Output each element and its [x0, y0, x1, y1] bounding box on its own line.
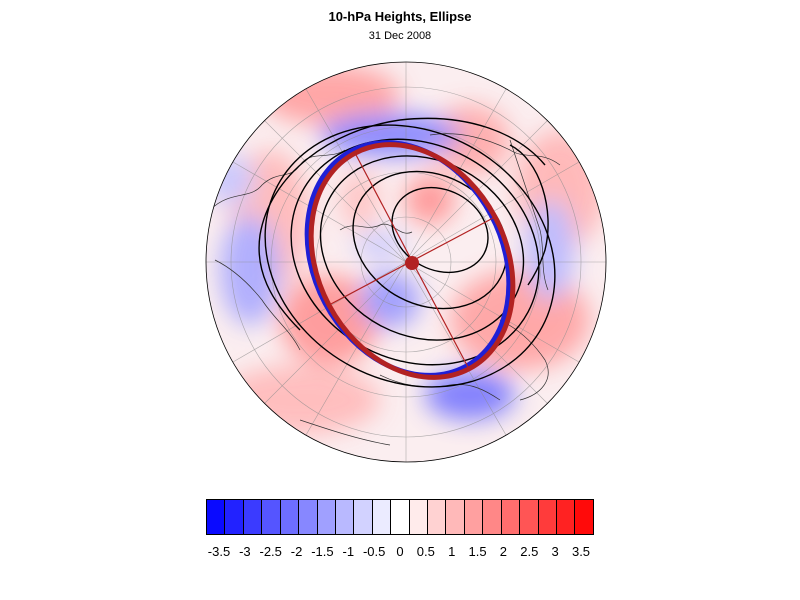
- colorbar-swatch: [538, 500, 558, 534]
- colorbar-swatch: [446, 500, 465, 534]
- colorbar-tick-label: 3: [551, 544, 559, 559]
- colorbar-swatch: [299, 500, 318, 534]
- colorbar-swatch: [409, 500, 429, 534]
- globe-outline: [205, 61, 607, 463]
- colorbar-swatch: [501, 500, 521, 534]
- colorbar-swatch: [483, 500, 502, 534]
- colorbar-tick-label: 1: [448, 544, 456, 559]
- colorbar-tick-label: -0.5: [362, 544, 386, 559]
- colorbar-tick-label: -3: [239, 544, 251, 559]
- anomaly-field: [206, 62, 606, 462]
- colorbar-tick-label: -3.5: [207, 544, 231, 559]
- colorbar-swatch: [317, 500, 336, 534]
- colorbar-swatch: [428, 500, 447, 534]
- colorbar-tick-label: 1.5: [468, 544, 487, 559]
- colorbar-tick-label: 3.5: [571, 544, 591, 559]
- colorbar-swatch: [335, 500, 355, 534]
- map-title: 10-hPa Heights, Ellipse: [328, 9, 472, 24]
- colorbar-swatch: [391, 500, 410, 534]
- colorbar-swatch: [520, 500, 539, 534]
- map-date: 31 Dec 2008: [368, 30, 432, 42]
- colorbar: [206, 499, 594, 535]
- colorbar-tick-label: -1.5: [311, 544, 334, 559]
- colorbar-swatch: [575, 500, 593, 534]
- colorbar-swatch: [354, 500, 373, 534]
- colorbar-swatch: [280, 500, 300, 534]
- colorbar-swatch: [372, 500, 392, 534]
- ellipse-center-marker: [405, 256, 419, 270]
- colorbar-swatch: [243, 500, 263, 534]
- colorbar-tick-label: -2.5: [259, 544, 282, 559]
- colorbar-tick-label: -2: [290, 544, 303, 559]
- colorbar-tick-label: 2: [499, 544, 508, 559]
- colorbar-swatch: [225, 500, 244, 534]
- colorbar-swatch: [262, 500, 281, 534]
- colorbar-tick-label: 2.5: [520, 544, 539, 559]
- fitted-ellipse: [304, 140, 516, 380]
- coastlines: [209, 133, 561, 446]
- colorbar-swatch: [557, 500, 576, 534]
- colorbar-tick-label: -1: [342, 544, 355, 559]
- colorbar-swatch: [464, 500, 484, 534]
- colorbar-tick-label: 0.5: [416, 544, 435, 559]
- colorbar-tick-label: 0: [396, 544, 404, 559]
- colorbar-swatch: [207, 500, 226, 534]
